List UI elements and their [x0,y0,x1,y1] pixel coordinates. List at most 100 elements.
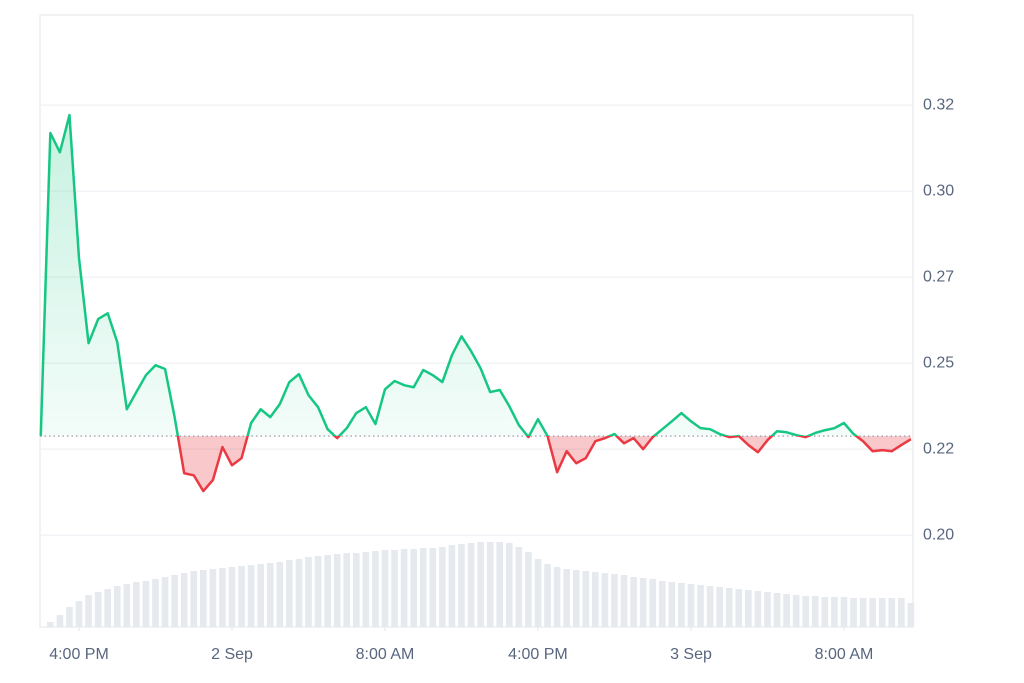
volume-bar [678,583,685,627]
volume-bar [486,542,494,627]
volume-bar [439,547,446,627]
volume-bar [458,544,465,627]
plot-frame [39,14,914,628]
volume-bar [630,577,637,627]
volume-bar [544,564,551,627]
volume-bar [276,562,284,627]
volume-bar [668,582,676,627]
volume-bar [152,579,159,627]
volume-bar [764,592,771,627]
x-tick-label: 8:00 AM [815,646,874,663]
volume-bar [56,615,64,627]
volume-bar [295,559,303,627]
volume-bar [515,547,523,627]
volume-bar [333,554,341,627]
volume-bar [658,581,666,627]
volume-bar [840,597,848,627]
volume-bar [180,573,188,627]
volume-bar [582,571,590,627]
volume-bar [859,598,867,627]
y-tick-label: 0.22 [923,440,954,457]
volume-bar [123,584,131,627]
volume-bar [199,570,207,627]
volume-bar [477,542,484,627]
volume-bar [247,565,255,627]
volume-bar [171,575,178,627]
volume-bar [496,542,504,627]
volume-bar [419,548,427,627]
volume-bar [75,601,83,627]
volume-bar [620,575,628,627]
x-tick-label: 2 Sep [211,646,253,663]
volume-bar [219,568,226,627]
volume-bar [352,553,360,627]
volume-bar [47,622,54,627]
volume-bar [362,552,370,627]
volume-bar [314,556,322,627]
volume-bar [697,585,704,627]
volume-bar [639,578,647,627]
volume-bar [238,566,245,627]
volume-bar [410,549,417,627]
volume-bar [381,550,389,627]
volume-bar [161,577,169,627]
y-tick-label: 0.20 [923,526,954,543]
volume-bar [907,603,915,627]
volume-bar [257,564,265,627]
y-tick-label: 0.30 [923,182,954,199]
volume-bar [783,594,790,627]
y-tick-label: 0.27 [923,268,954,285]
volume-bar [391,550,398,627]
volume-bar [113,586,121,627]
volume-bar [209,569,217,627]
volume-bar [534,559,542,627]
volume-bar [898,598,905,627]
volume-bar [104,589,112,627]
volume-bar [305,557,312,627]
volume-bar [66,607,73,627]
volume-bar [888,598,896,627]
volume-bar [572,570,580,627]
volume-bar [649,579,657,627]
volume-bar [563,569,570,627]
volume-bar [525,552,532,627]
volume-bar [324,555,331,627]
volume-bar [831,597,838,627]
volume-bar [754,591,762,627]
volume-bar [706,586,714,627]
volume-bar [190,571,198,627]
volume-bar [601,573,609,627]
x-tick-label: 3 Sep [670,646,712,663]
volume-bar [792,595,800,627]
volume-bar [592,572,599,627]
x-tick-label: 8:00 AM [356,646,415,663]
volume-bar [802,596,810,627]
volume-bar [505,543,513,627]
volume-bar [687,584,695,627]
volume-bar [553,567,561,627]
volume-bar [343,553,351,627]
volume-bar [467,543,475,627]
volume-bar [878,598,886,627]
x-tick-label: 4:00 PM [508,646,568,663]
volume-bar [716,587,723,627]
volume-bar [85,595,92,627]
volume-bar [142,581,150,627]
volume-bar [448,545,456,627]
volume-bar [228,567,236,627]
volume-bar [429,548,437,627]
volume-bar [869,598,876,627]
price-area [40,115,911,492]
volume-bar [821,597,829,627]
x-tick-label: 4:00 PM [49,646,109,663]
volume-bar [133,582,140,627]
volume-bar [286,560,293,627]
volume-bar [735,589,743,627]
price-line [39,113,912,493]
volume-bar [400,549,408,627]
volume-bar [811,596,819,627]
y-tick-label: 0.25 [923,354,954,371]
volume-bar [266,563,274,627]
